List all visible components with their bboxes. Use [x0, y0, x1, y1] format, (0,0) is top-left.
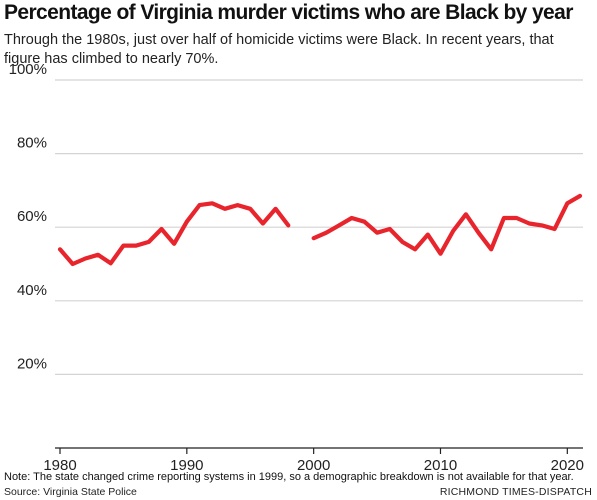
y-tick-label: 40% — [17, 282, 47, 299]
series-line-segment — [57, 201, 291, 267]
y-tick-label: 80% — [17, 135, 47, 152]
y-tick-labels: 20% 40% 60% 80% 100% — [9, 61, 47, 372]
source-credit: Source: Virginia State Police — [4, 486, 137, 498]
y-gridlines — [55, 79, 583, 375]
series-line-segment — [311, 193, 583, 256]
series-lines — [57, 193, 583, 267]
x-tick-labels: 1980 1990 2000 2010 2020 — [43, 457, 584, 470]
y-tick-label: 100% — [9, 61, 47, 78]
footnote: Note: The state changed crime reporting … — [4, 471, 574, 483]
x-tick-label: 1990 — [170, 457, 203, 470]
publisher-credit: RICHMOND TIMES-DISPATCH — [439, 486, 592, 498]
x-ticks — [59, 448, 568, 454]
y-tick-label: 60% — [17, 208, 47, 225]
chart-title: Percentage of Virginia murder victims wh… — [4, 1, 573, 24]
y-tick-label: 20% — [17, 355, 47, 372]
x-tick-label: 2020 — [551, 457, 584, 470]
line-chart: 20% 40% 60% 80% 100% 1980 1990 2000 2010 2020 — [9, 61, 584, 470]
x-tick-label: 2010 — [424, 457, 457, 470]
x-tick-label: 2000 — [297, 457, 330, 470]
x-tick-label: 1980 — [43, 457, 76, 470]
chart-subtitle: Through the 1980s, just over half of hom… — [4, 32, 554, 67]
